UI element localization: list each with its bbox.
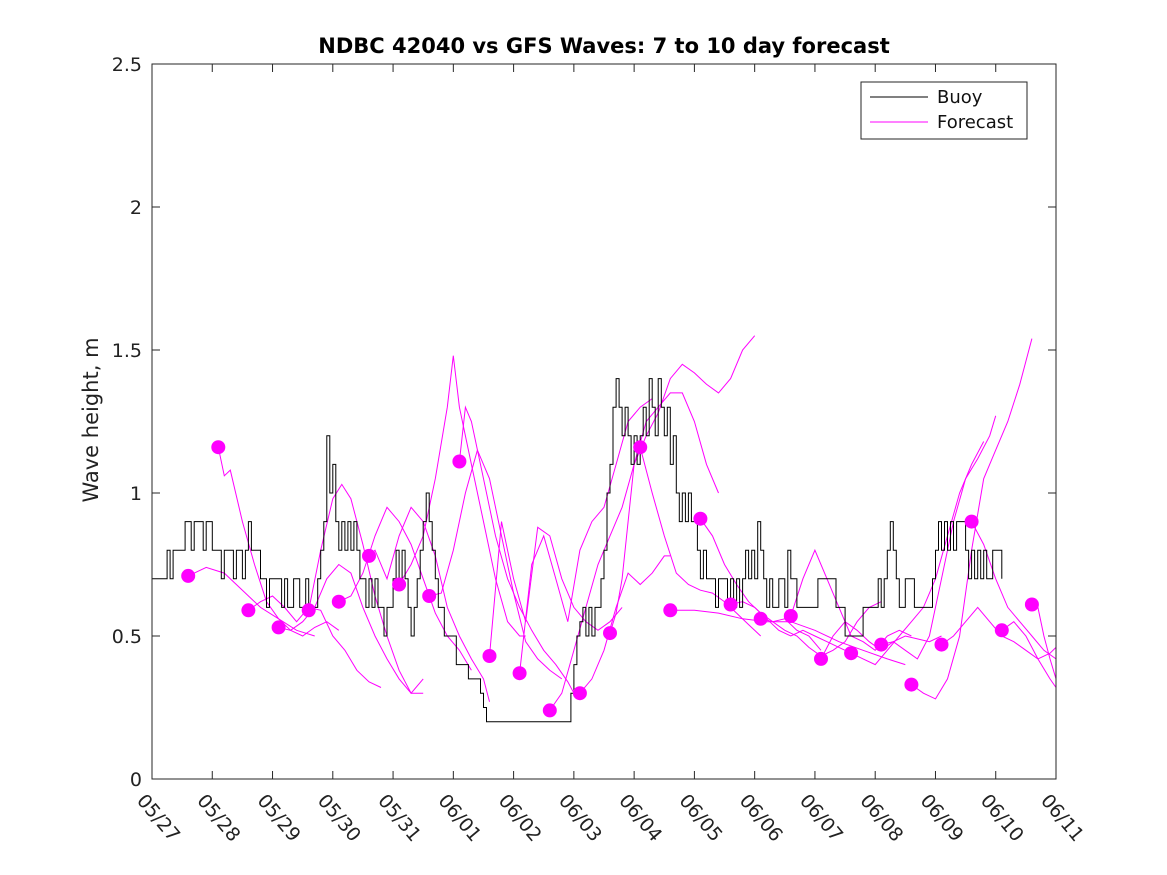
forecast-line xyxy=(881,415,997,660)
forecast-start-marker xyxy=(874,637,889,652)
forecast-start-marker xyxy=(904,677,919,692)
y-tick-label: 2 xyxy=(130,197,142,219)
forecast-start-marker xyxy=(542,703,557,718)
forecast-line xyxy=(579,555,671,694)
chart-title: NDBC 42040 vs GFS Waves: 7 to 10 day for… xyxy=(318,34,889,58)
forecast-start-marker xyxy=(181,568,196,583)
forecast-start-marker xyxy=(331,594,346,609)
forecast-line xyxy=(609,335,756,634)
forecast-line xyxy=(217,447,340,637)
y-tick-label: 0.5 xyxy=(112,626,142,648)
y-tick-label: 0 xyxy=(130,769,142,791)
forecast-line xyxy=(308,483,424,695)
forecast-start-marker xyxy=(482,649,497,663)
forecast-start-marker xyxy=(1024,597,1039,612)
y-tick-label: 1 xyxy=(130,483,142,505)
forecast-line xyxy=(338,506,472,671)
legend-box xyxy=(860,81,1028,140)
forecast-start-marker xyxy=(362,548,376,563)
forecast-line xyxy=(730,601,852,654)
legend-forecast-label: Forecast xyxy=(937,112,1013,133)
y-tick-label: 2.5 xyxy=(112,54,142,76)
forecast-start-marker xyxy=(964,514,979,529)
forecast-start-marker xyxy=(452,454,467,469)
forecast-start-marker xyxy=(271,620,286,635)
legend: Buoy Forecast xyxy=(860,81,1028,140)
forecast-start-marker xyxy=(693,511,708,526)
forecast-start-marker xyxy=(994,623,1009,638)
y-axis-label: Wave height, m xyxy=(79,337,103,502)
forecast-start-marker xyxy=(603,626,617,641)
forecast-line xyxy=(519,398,653,674)
forecast-start-marker xyxy=(572,686,587,701)
forecast-line xyxy=(639,447,762,637)
forecast-start-marker xyxy=(301,603,316,618)
forecast-start-marker xyxy=(844,646,859,661)
forecast-line xyxy=(368,506,490,702)
forecast-line xyxy=(850,441,985,666)
legend-buoy-label: Buoy xyxy=(937,87,983,108)
forecast-start-marker xyxy=(753,611,768,626)
forecast-start-marker xyxy=(723,597,738,612)
forecast-start-marker xyxy=(392,577,407,592)
forecast-line xyxy=(429,448,563,680)
forecast-start-marker xyxy=(241,603,256,618)
forecast-start-marker xyxy=(814,651,828,666)
forecast-line xyxy=(458,405,575,694)
forecast-line xyxy=(1001,621,1057,688)
forecast-start-marker xyxy=(512,666,527,681)
forecast-line xyxy=(489,521,623,657)
series-layer xyxy=(152,335,1057,723)
forecast-start-marker xyxy=(934,637,949,652)
forecast-start-marker xyxy=(211,440,226,455)
forecast-start-marker xyxy=(663,603,678,618)
forecast-start-marker xyxy=(633,440,648,455)
buoy-line xyxy=(152,378,1003,723)
forecast-line xyxy=(278,563,424,694)
y-tick-label: 1.5 xyxy=(112,340,142,362)
forecast-start-marker xyxy=(422,589,437,603)
plot-frame xyxy=(151,63,1057,780)
forecast-start-marker xyxy=(783,609,798,623)
